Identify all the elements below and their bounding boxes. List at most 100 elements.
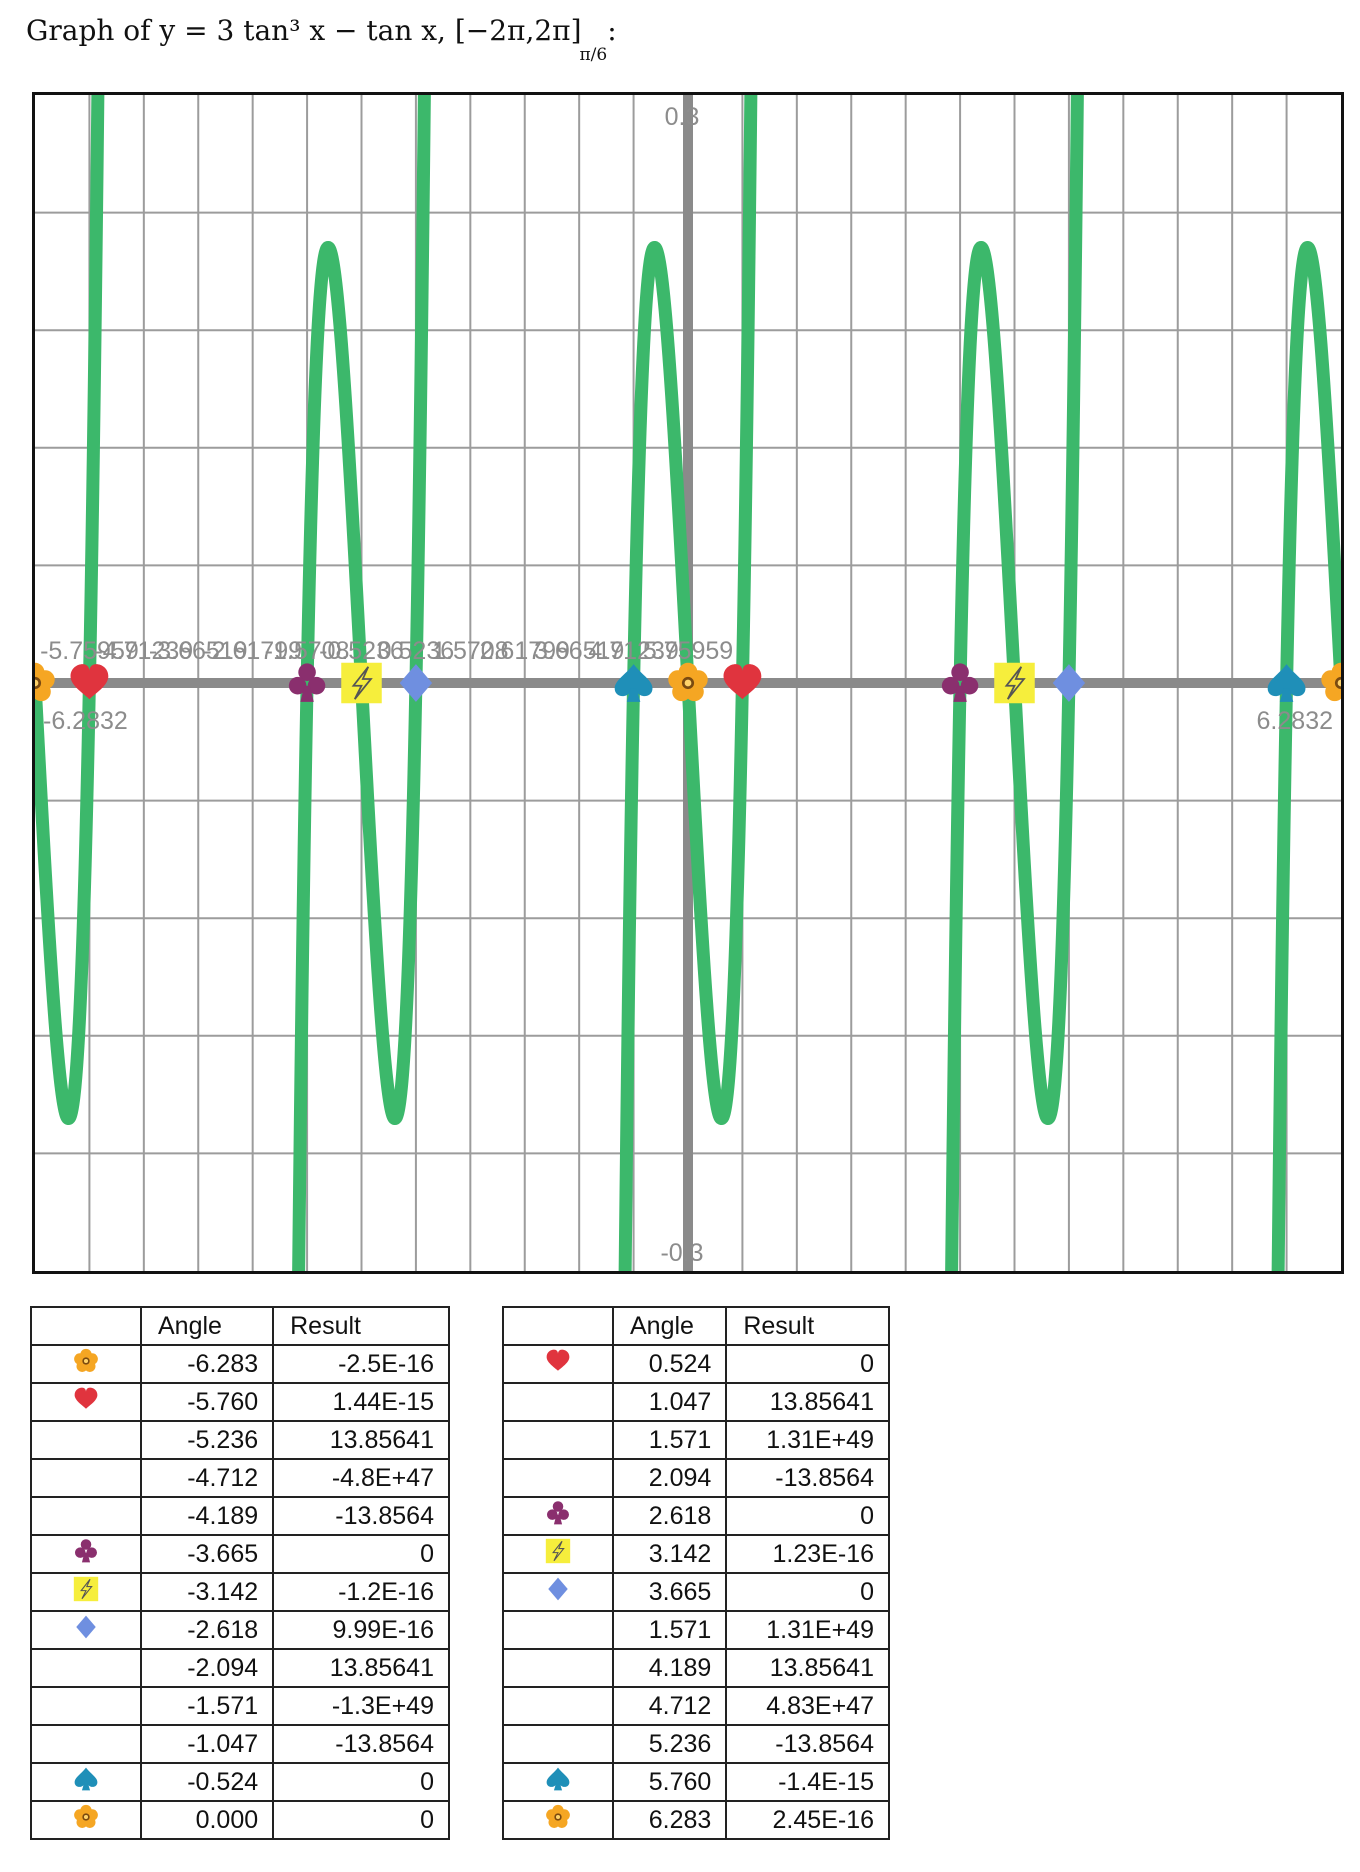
- angle-cell: 1.571: [611, 1610, 728, 1650]
- result-cell: 13.85641: [272, 1420, 450, 1460]
- result-cell: 13.85641: [725, 1648, 890, 1688]
- table-row: 1.571 1.31E+49: [502, 1420, 890, 1460]
- table-row: 4.189 13.85641: [502, 1648, 890, 1688]
- result-cell: 0: [272, 1800, 450, 1840]
- table-row: 5.760 -1.4E-15: [502, 1762, 890, 1802]
- y-min-label: -0.3: [660, 1239, 703, 1267]
- table-row: -4.189 -13.8564: [30, 1496, 450, 1536]
- angle-cell: 2.094: [611, 1458, 728, 1498]
- header-icon: [30, 1306, 142, 1346]
- row-symbol-cell: [30, 1420, 142, 1460]
- spade-icon: [73, 1766, 99, 1797]
- angle-cell: -4.712: [139, 1458, 275, 1498]
- x-tick-label: -5.75959: [40, 637, 139, 665]
- angle-cell: -1.571: [139, 1686, 275, 1726]
- table-row: 3.665 0: [502, 1572, 890, 1612]
- angle-cell: 4.712: [611, 1686, 728, 1726]
- angle-cell: -1.047: [139, 1724, 275, 1764]
- row-symbol-cell: [502, 1686, 614, 1726]
- x-tick-label: 2.61799: [480, 637, 570, 665]
- heart-icon: [73, 1386, 99, 1417]
- angle-cell: 5.760: [611, 1762, 728, 1802]
- table-row: 3.142 1.23E-16: [502, 1534, 890, 1574]
- angle-cell: -5.236: [139, 1420, 275, 1460]
- angle-cell: 5.236: [611, 1724, 728, 1764]
- club-icon: [288, 663, 326, 702]
- result-cell: -1.2E-16: [272, 1572, 450, 1612]
- diamond-icon: [399, 664, 433, 702]
- row-symbol-cell: [30, 1382, 142, 1422]
- header-result: Result: [272, 1306, 450, 1346]
- angle-cell: -2.618: [139, 1610, 275, 1650]
- result-cell: 0: [725, 1496, 890, 1536]
- table-row: 2.618 0: [502, 1496, 890, 1536]
- result-cell: 1.23E-16: [725, 1534, 890, 1574]
- angle-cell: -0.524: [139, 1762, 275, 1802]
- lightning-icon: [545, 1538, 571, 1569]
- zero-markers: [35, 662, 1341, 704]
- row-symbol-cell: [30, 1800, 142, 1840]
- angle-cell: 0.000: [139, 1800, 275, 1840]
- row-symbol-cell: [30, 1534, 142, 1574]
- table-row: 4.712 4.83E+47: [502, 1686, 890, 1726]
- diamond-icon: [545, 1576, 571, 1607]
- result-cell: 13.85641: [272, 1648, 450, 1688]
- angle-cell: -6.283: [139, 1344, 275, 1384]
- table-row: 0.000 0: [30, 1800, 450, 1840]
- title-text: Graph of y = 3 tan³ x − tan x, [−2π,2π]: [26, 14, 582, 47]
- x-tick-label: -0.5236: [319, 637, 404, 665]
- result-cell: 9.99E-16: [272, 1610, 450, 1650]
- row-symbol-cell: [502, 1610, 614, 1650]
- result-cell: -13.8564: [725, 1458, 890, 1498]
- angle-cell: 1.047: [611, 1382, 728, 1422]
- angle-cell: 1.571: [611, 1420, 728, 1460]
- page-title: Graph of y = 3 tan³ x − tan x, [−2π,2π]π…: [26, 14, 617, 74]
- spade-icon: [1267, 664, 1306, 702]
- result-cell: -13.8564: [272, 1724, 450, 1764]
- x-tick-label: 1.5708: [432, 637, 508, 665]
- row-symbol-cell: [30, 1648, 142, 1688]
- result-cell: 1.31E+49: [725, 1420, 890, 1460]
- x-tick-label: -1.5708: [265, 637, 350, 665]
- result-cell: 4.83E+47: [725, 1686, 890, 1726]
- row-symbol-cell: [502, 1648, 614, 1688]
- table-row: 5.236 -13.8564: [502, 1724, 890, 1764]
- x-tick-label: 5.75959: [643, 637, 733, 665]
- header-result: Result: [725, 1306, 890, 1346]
- title-suffix: :: [607, 14, 617, 47]
- result-cell: -1.3E+49: [272, 1686, 450, 1726]
- angle-cell: 6.283: [611, 1800, 728, 1840]
- row-symbol-cell: [502, 1344, 614, 1384]
- angle-cell: 3.142: [611, 1534, 728, 1574]
- x-tick-label: 3.66519: [534, 637, 624, 665]
- row-symbol-cell: [502, 1800, 614, 1840]
- angle-cell: -5.760: [139, 1382, 275, 1422]
- row-symbol-cell: [30, 1686, 142, 1726]
- table-row: -1.571 -1.3E+49: [30, 1686, 450, 1726]
- header-angle: Angle: [611, 1306, 728, 1346]
- flower-icon: [35, 662, 55, 702]
- header-angle: Angle: [139, 1306, 275, 1346]
- table-header-row: Angle Result: [502, 1306, 890, 1346]
- table-row: 6.283 2.45E-16: [502, 1800, 890, 1840]
- row-symbol-cell: [502, 1534, 614, 1574]
- flower-icon: [73, 1348, 99, 1379]
- row-symbol-cell: [30, 1572, 142, 1612]
- table-row: 2.094 -13.8564: [502, 1458, 890, 1498]
- result-cell: 1.44E-15: [272, 1382, 450, 1422]
- angle-cell: 0.524: [611, 1344, 728, 1384]
- x-tick-label: -2.61799: [203, 637, 302, 665]
- x-min-label: -6.2832: [43, 707, 128, 735]
- function-graph: -5.75959 -4.71239 -3.66519 -2.61799 -1.5708-…: [32, 92, 1344, 1274]
- header-icon: [502, 1306, 614, 1346]
- x-tick-label: -3.66519: [149, 637, 248, 665]
- angle-cell: -3.665: [139, 1534, 275, 1574]
- angle-cell: 2.618: [611, 1496, 728, 1536]
- row-symbol-cell: [502, 1572, 614, 1612]
- table-row: 1.047 13.85641: [502, 1382, 890, 1422]
- result-cell: -1.4E-15: [725, 1762, 890, 1802]
- x-max-label: 6.2832: [1257, 707, 1333, 735]
- table-row: -3.142 -1.2E-16: [30, 1572, 450, 1612]
- lightning-icon: [341, 662, 382, 704]
- row-symbol-cell: [30, 1610, 142, 1650]
